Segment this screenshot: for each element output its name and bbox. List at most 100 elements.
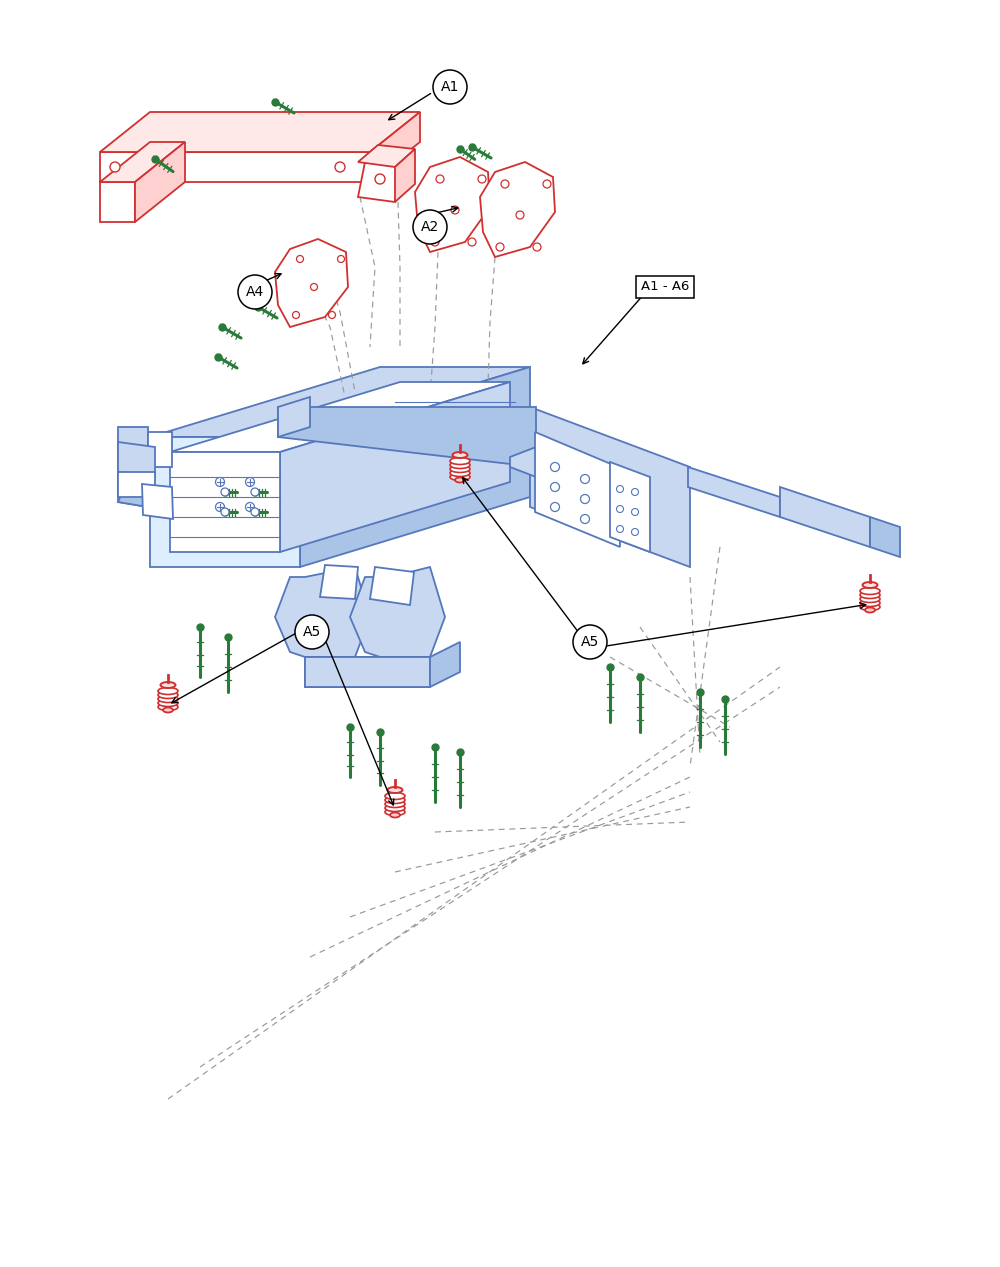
Ellipse shape (860, 599, 880, 607)
Circle shape (478, 175, 486, 182)
Ellipse shape (385, 805, 405, 811)
Ellipse shape (450, 465, 470, 473)
Polygon shape (370, 568, 414, 606)
Polygon shape (610, 462, 650, 552)
Ellipse shape (385, 808, 405, 816)
Ellipse shape (390, 812, 400, 817)
Circle shape (328, 312, 336, 318)
Circle shape (501, 180, 509, 188)
Polygon shape (118, 473, 155, 497)
Circle shape (296, 256, 304, 262)
Polygon shape (170, 452, 280, 552)
Text: A1: A1 (441, 80, 459, 94)
Circle shape (335, 162, 345, 172)
Text: A2: A2 (421, 220, 439, 234)
Ellipse shape (860, 592, 880, 598)
Ellipse shape (860, 603, 880, 611)
Circle shape (221, 488, 229, 495)
Polygon shape (530, 407, 690, 568)
Ellipse shape (455, 478, 465, 483)
Circle shape (550, 503, 560, 512)
Circle shape (616, 485, 624, 493)
Circle shape (292, 312, 300, 318)
Polygon shape (118, 442, 155, 476)
Polygon shape (358, 162, 400, 201)
Polygon shape (135, 142, 185, 222)
Circle shape (110, 162, 120, 172)
Polygon shape (320, 565, 358, 599)
Polygon shape (370, 111, 420, 182)
Circle shape (251, 508, 259, 516)
Ellipse shape (385, 797, 405, 803)
Polygon shape (278, 407, 536, 468)
Circle shape (375, 174, 385, 184)
Circle shape (310, 284, 318, 290)
Ellipse shape (158, 688, 178, 694)
Circle shape (573, 625, 607, 659)
Circle shape (436, 175, 444, 182)
Polygon shape (535, 432, 620, 547)
Text: A1 - A6: A1 - A6 (641, 280, 689, 294)
Polygon shape (280, 381, 510, 552)
Ellipse shape (450, 470, 470, 476)
Polygon shape (305, 658, 430, 687)
Polygon shape (395, 150, 415, 201)
Polygon shape (870, 517, 900, 557)
Polygon shape (480, 162, 555, 257)
Ellipse shape (160, 682, 176, 688)
Ellipse shape (385, 792, 405, 799)
Polygon shape (300, 367, 530, 568)
Circle shape (246, 478, 254, 487)
Circle shape (295, 614, 329, 649)
Circle shape (580, 475, 590, 484)
Ellipse shape (860, 588, 880, 594)
Circle shape (533, 243, 541, 251)
Circle shape (246, 503, 254, 512)
Ellipse shape (163, 707, 173, 712)
Polygon shape (430, 642, 460, 687)
Text: A5: A5 (303, 625, 321, 639)
Circle shape (543, 180, 551, 188)
Ellipse shape (862, 582, 878, 588)
Ellipse shape (158, 703, 178, 711)
Polygon shape (100, 142, 185, 182)
Circle shape (550, 462, 560, 471)
Polygon shape (100, 111, 420, 152)
Circle shape (550, 483, 560, 492)
Ellipse shape (865, 607, 875, 612)
Polygon shape (118, 487, 155, 507)
Circle shape (580, 494, 590, 503)
Polygon shape (150, 367, 530, 437)
Circle shape (580, 514, 590, 523)
Circle shape (451, 207, 459, 214)
Polygon shape (275, 568, 370, 661)
Circle shape (632, 528, 639, 536)
Polygon shape (150, 437, 300, 568)
Polygon shape (350, 568, 445, 661)
Circle shape (468, 238, 476, 246)
Ellipse shape (158, 692, 178, 698)
Ellipse shape (158, 696, 178, 702)
Polygon shape (100, 152, 370, 182)
Circle shape (516, 212, 524, 219)
Circle shape (251, 488, 259, 495)
Polygon shape (780, 487, 870, 547)
Circle shape (616, 526, 624, 532)
Polygon shape (170, 381, 510, 452)
Circle shape (496, 243, 504, 251)
Polygon shape (688, 468, 780, 517)
Polygon shape (100, 182, 135, 222)
Ellipse shape (452, 452, 468, 457)
Polygon shape (275, 239, 348, 327)
Polygon shape (510, 447, 536, 476)
Circle shape (221, 508, 229, 516)
Text: A4: A4 (246, 285, 264, 299)
Polygon shape (358, 144, 415, 167)
Ellipse shape (860, 595, 880, 603)
Ellipse shape (450, 474, 470, 480)
Polygon shape (142, 484, 173, 519)
Circle shape (413, 210, 447, 245)
Ellipse shape (450, 457, 470, 465)
Polygon shape (278, 397, 310, 437)
Text: A5: A5 (581, 635, 599, 649)
